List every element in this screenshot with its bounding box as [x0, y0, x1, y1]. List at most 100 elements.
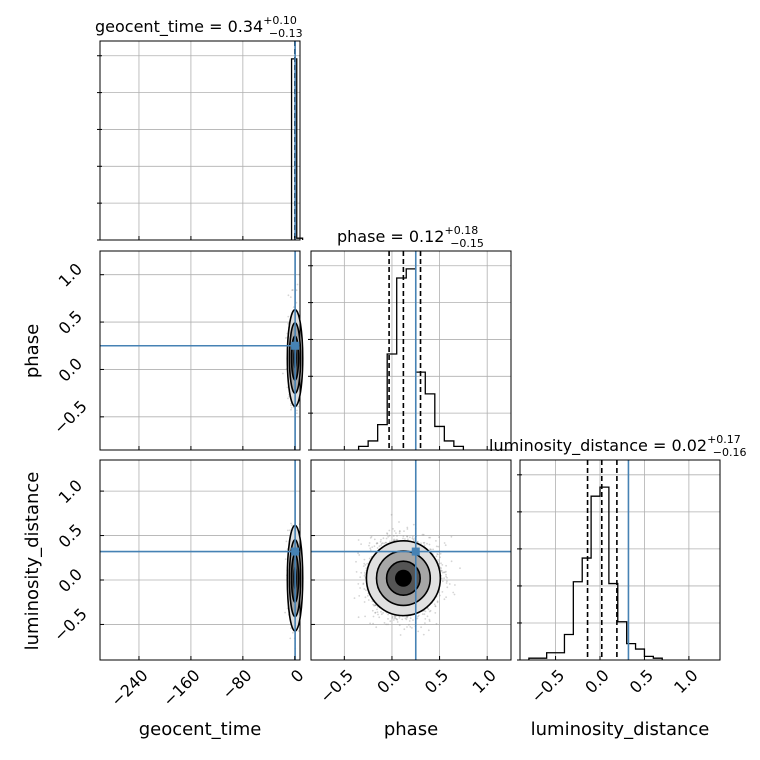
ytick-label-luminosity_distance-2: 0.5	[55, 520, 86, 551]
sample-point-phase-luminosity_distance-601	[355, 560, 357, 563]
sample-point-phase-luminosity_distance-1094	[441, 564, 444, 566]
sample-point-geocent_time-phase-173	[287, 322, 290, 325]
sample-point-phase-luminosity_distance-1082	[358, 595, 361, 597]
sample-point-phase-luminosity_distance-1382	[406, 535, 409, 538]
sample-point-phase-luminosity_distance-124	[374, 611, 377, 614]
sample-point-phase-luminosity_distance-769	[439, 556, 441, 559]
sample-point-phase-luminosity_distance-1687	[357, 539, 360, 541]
sample-point-geocent_time-luminosity_distance-73	[291, 524, 293, 527]
sample-point-phase-luminosity_distance-2753	[380, 542, 383, 545]
sample-point-phase-luminosity_distance-1741	[434, 605, 437, 608]
sample-point-phase-luminosity_distance-1903	[376, 542, 378, 544]
sample-point-phase-luminosity_distance-847	[459, 567, 461, 570]
sample-point-phase-luminosity_distance-1225	[386, 532, 388, 534]
sample-point-phase-luminosity_distance-3026	[446, 586, 449, 589]
xtick-label-phase-2: 0.5	[421, 666, 452, 697]
sample-point-phase-luminosity_distance-1512	[437, 545, 440, 548]
sample-point-phase-luminosity_distance-1845	[388, 529, 391, 532]
xtick-label-geocent_time-3: 0	[287, 666, 308, 687]
sample-point-phase-luminosity_distance-3477	[420, 542, 422, 545]
sample-point-phase-luminosity_distance-2839	[445, 573, 447, 576]
ytick-label-phase-0: −0.5	[50, 397, 91, 438]
sample-point-phase-luminosity_distance-2346	[432, 548, 434, 551]
sample-point-phase-luminosity_distance-2422	[406, 526, 409, 529]
sample-point-phase-luminosity_distance-2089	[413, 539, 415, 542]
sample-point-phase-luminosity_distance-3086	[420, 626, 422, 629]
sample-point-phase-luminosity_distance-2771	[403, 530, 405, 532]
sample-point-phase-luminosity_distance-1747	[366, 562, 369, 565]
xtick-label-luminosity_distance-0: −0.5	[527, 666, 568, 707]
sample-point-phase-luminosity_distance-2282	[364, 615, 366, 618]
histogram-luminosity_distance	[528, 486, 663, 660]
sample-point-phase-luminosity_distance-401	[395, 538, 398, 541]
sample-point-phase-luminosity_distance-939	[426, 542, 428, 545]
sample-point-phase-luminosity_distance-56	[357, 616, 360, 619]
xtick-label-geocent_time-2: −80	[218, 666, 255, 703]
sample-point-phase-luminosity_distance-1888	[424, 610, 427, 613]
sample-point-phase-luminosity_distance-3119	[363, 574, 366, 577]
sample-point-phase-luminosity_distance-1471	[450, 560, 453, 563]
sample-point-phase-luminosity_distance-3140	[375, 626, 378, 629]
sample-point-phase-luminosity_distance-1788	[424, 622, 426, 624]
sample-point-phase-luminosity_distance-3186	[385, 623, 388, 626]
panel-frame-phase-phase	[310, 250, 512, 451]
sample-point-phase-luminosity_distance-1563	[438, 536, 440, 538]
sample-point-phase-luminosity_distance-2573	[380, 613, 383, 616]
truth-marker-geocent_time-phase	[291, 341, 300, 350]
sample-point-phase-luminosity_distance-858	[424, 618, 427, 620]
sample-point-phase-luminosity_distance-795	[376, 547, 379, 549]
sample-point-phase-luminosity_distance-498	[398, 532, 401, 535]
sample-point-phase-luminosity_distance-1951	[416, 617, 419, 620]
sample-point-phase-luminosity_distance-507	[406, 615, 408, 618]
sample-point-phase-luminosity_distance-2581	[398, 624, 401, 627]
sample-point-geocent_time-phase-369	[296, 412, 298, 415]
sample-point-phase-luminosity_distance-377	[360, 543, 362, 545]
sample-point-phase-luminosity_distance-3333	[401, 618, 404, 621]
sample-point-phase-luminosity_distance-471	[399, 634, 402, 636]
xtick-label-phase-1: 0.0	[373, 666, 404, 697]
sample-point-phase-luminosity_distance-1261	[373, 604, 375, 607]
sample-point-phase-luminosity_distance-2894	[375, 542, 378, 545]
sample-point-phase-luminosity_distance-2948	[369, 549, 372, 551]
sample-point-phase-luminosity_distance-2599	[440, 570, 443, 572]
sample-point-phase-luminosity_distance-2235	[407, 538, 409, 541]
title-phase: phase = 0.12+0.18 −0.15	[337, 224, 484, 250]
sample-point-phase-luminosity_distance-1201	[436, 601, 439, 604]
sample-point-phase-luminosity_distance-1937	[363, 601, 366, 603]
sample-point-phase-luminosity_distance-921	[368, 544, 370, 547]
data-layer	[100, 41, 663, 660]
sample-point-phase-luminosity_distance-1609	[392, 535, 395, 537]
sample-point-phase-luminosity_distance-2152	[448, 583, 451, 585]
sample-point-phase-luminosity_distance-234	[435, 555, 438, 558]
sample-point-phase-luminosity_distance-1412	[362, 582, 365, 585]
sample-point-phase-luminosity_distance-2083	[433, 603, 436, 606]
sample-point-phase-luminosity_distance-3142	[378, 616, 381, 619]
sample-point-phase-luminosity_distance-75	[429, 536, 432, 539]
sample-point-phase-luminosity_distance-2501	[450, 535, 453, 538]
sample-point-phase-luminosity_distance-753	[404, 617, 407, 620]
ytick-label-luminosity_distance-0: −0.5	[50, 604, 91, 645]
sample-point-phase-luminosity_distance-636	[402, 537, 404, 540]
sample-point-phase-luminosity_distance-2061	[387, 623, 389, 626]
sample-point-phase-luminosity_distance-1943	[382, 612, 384, 614]
ytick-label-phase-1: 0.0	[55, 354, 86, 385]
sample-point-phase-luminosity_distance-2712	[380, 610, 382, 613]
sample-point-phase-luminosity_distance-1551	[363, 588, 366, 590]
sample-point-phase-luminosity_distance-2680	[440, 577, 443, 580]
sample-point-phase-luminosity_distance-280	[367, 599, 370, 601]
sample-point-geocent_time-phase-433	[297, 405, 300, 408]
sample-point-phase-luminosity_distance-126	[423, 541, 426, 544]
sample-point-phase-luminosity_distance-447	[416, 540, 419, 543]
sample-point-phase-luminosity_distance-3069	[428, 620, 431, 622]
sample-point-phase-luminosity_distance-526	[393, 538, 395, 541]
sample-point-phase-luminosity_distance-610	[391, 615, 394, 618]
sample-point-geocent_time-phase-210	[292, 306, 295, 308]
sample-point-phase-luminosity_distance-2725	[395, 618, 398, 620]
sample-point-phase-luminosity_distance-835	[441, 580, 444, 583]
sample-point-phase-luminosity_distance-3481	[392, 619, 395, 621]
sample-point-phase-luminosity_distance-1540	[399, 530, 401, 532]
sample-point-geocent_time-phase-308	[290, 408, 292, 411]
sample-point-phase-luminosity_distance-164	[417, 630, 420, 633]
sample-point-phase-luminosity_distance-502	[385, 537, 388, 540]
